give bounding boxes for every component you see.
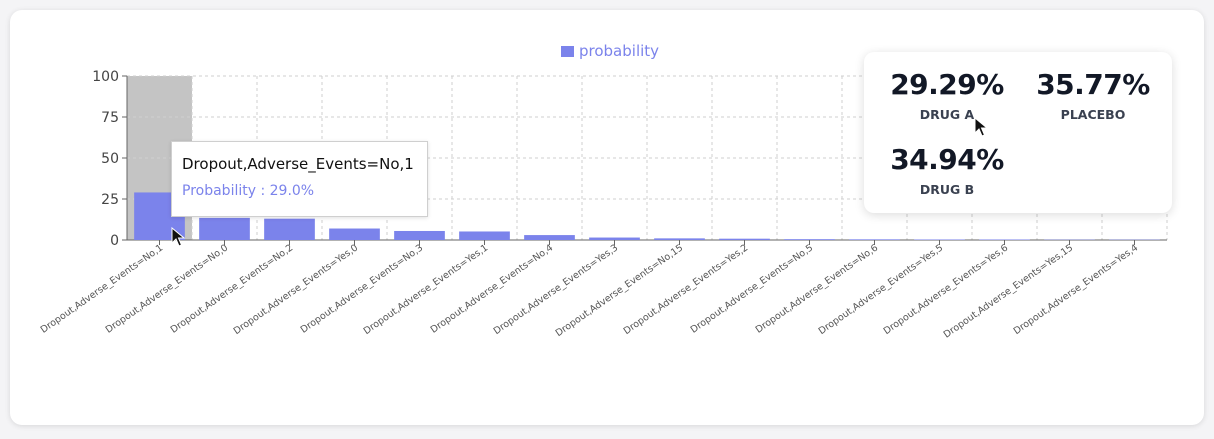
legend-label: probability <box>579 42 660 60</box>
x-tick-label: Dropout,Adverse_Events=Yes,4 <box>1012 242 1141 337</box>
y-tick-label: 50 <box>101 151 119 167</box>
bar <box>459 231 510 240</box>
x-tick-label: Dropout,Adverse_Events=Yes,1 <box>362 242 491 337</box>
stat-label: PLACEBO <box>1060 107 1126 122</box>
bar <box>264 218 315 240</box>
stat-label: DRUG A <box>919 107 975 122</box>
x-tick-label: Dropout,Adverse_Events=No,0 <box>104 242 231 335</box>
stat-drug-a: 29.29% DRUG A <box>882 68 1012 122</box>
x-tick-label: Dropout,Adverse_Events=No,1 <box>39 242 166 335</box>
x-tick-label: Dropout,Adverse_Events=Yes,15 <box>942 242 1076 340</box>
bar <box>329 228 380 240</box>
bar <box>654 238 705 240</box>
tooltip-title: Dropout,Adverse_Events=No,1 <box>182 155 414 173</box>
bar <box>849 239 900 240</box>
x-tick-label: Dropout,Adverse_Events=Yes,2 <box>622 242 751 337</box>
x-tick-label: Dropout,Adverse_Events=No,2 <box>169 242 296 335</box>
chart-legend[interactable]: probability <box>561 42 659 60</box>
bar <box>784 239 835 240</box>
x-tick-label: Dropout,Adverse_Events=No,5 <box>689 242 816 335</box>
chart-tooltip: Dropout,Adverse_Events=No,1 Probability … <box>171 141 428 217</box>
stat-drug-b: 34.94% DRUG B <box>882 143 1012 197</box>
y-tick-label: 25 <box>101 192 119 208</box>
bar <box>719 238 770 240</box>
x-tick-label: Dropout,Adverse_Events=No,3 <box>299 242 426 335</box>
x-tick-label: Dropout,Adverse_Events=No,6 <box>754 242 881 335</box>
mouse-cursor-icon <box>171 227 185 247</box>
bar <box>524 235 575 240</box>
y-tick-label: 0 <box>110 233 119 249</box>
tooltip-value: Probability : 29.0% <box>182 183 315 199</box>
bar <box>394 230 445 240</box>
x-tick-label: Dropout,Adverse_Events=Yes,0 <box>232 242 361 337</box>
stat-label: DRUG B <box>919 182 975 197</box>
x-tick-label: Dropout,Adverse_Events=Yes,5 <box>817 242 946 337</box>
legend-swatch <box>561 45 574 57</box>
x-tick-label: Dropout,Adverse_Events=No,15 <box>554 242 686 339</box>
stat-value: 29.29% <box>890 68 1004 101</box>
stats-panel: 29.29% DRUG A 35.77% PLACEBO 34.94% DRUG… <box>864 52 1172 213</box>
x-tick-label: Dropout,Adverse_Events=No,4 <box>429 242 556 335</box>
bar <box>199 217 250 240</box>
x-tick-label: Dropout,Adverse_Events=Yes,6 <box>882 242 1011 337</box>
mouse-cursor-icon <box>974 117 988 137</box>
stat-value: 34.94% <box>890 143 1004 176</box>
bar <box>589 237 640 240</box>
x-tick-label: Dropout,Adverse_Events=Yes,3 <box>492 242 621 337</box>
y-tick-label: 75 <box>101 110 119 126</box>
y-tick-label: 100 <box>92 69 119 85</box>
stat-placebo: 35.77% PLACEBO <box>1028 68 1158 122</box>
stat-value: 35.77% <box>1036 68 1150 101</box>
